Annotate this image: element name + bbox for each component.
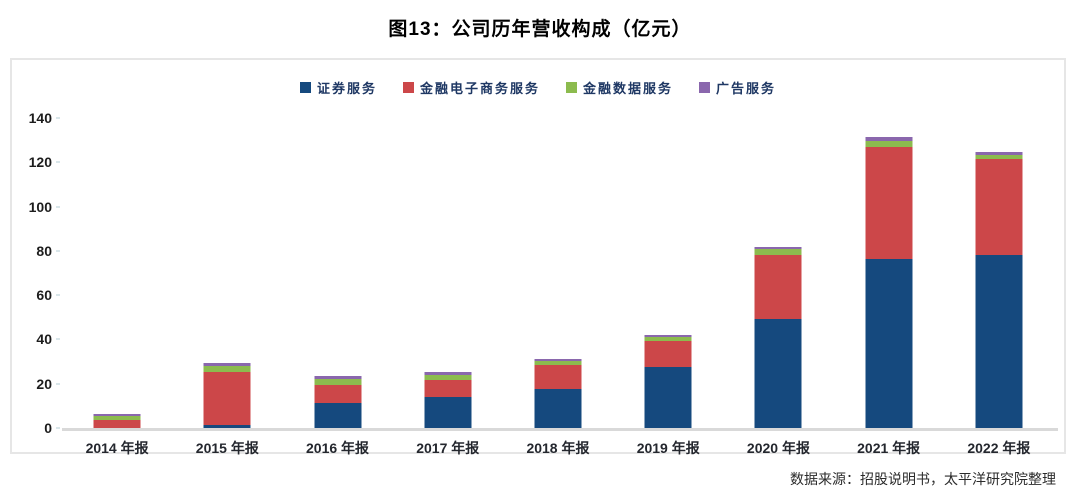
x-axis-category-label: 2020 年报 (746, 440, 810, 456)
bar-segment-data-services (93, 416, 141, 420)
bar-segment-ecommerce-services (93, 419, 141, 428)
x-axis-category-label: 2014 年报 (85, 440, 149, 456)
bar-segment-data-services (975, 154, 1023, 159)
bar-segment-ads-services (754, 246, 802, 250)
bar-segment-ads-services (534, 359, 582, 362)
bar-segment-ecommerce-services (314, 384, 362, 403)
bar-stack-2021 (865, 137, 913, 428)
legend-swatch-data-services (566, 82, 577, 93)
bar-stack-2017 (424, 372, 472, 428)
bar-segment-securities-services (754, 318, 802, 428)
bar-segment-ads-services (644, 334, 692, 338)
y-axis-tick-label: 100 (28, 198, 52, 215)
legend-item-ecommerce-services: 金融电子商务服务 (402, 78, 540, 97)
y-axis-tick-mark (56, 427, 60, 429)
chart-title: 图13：公司历年营收构成（亿元） (388, 19, 692, 40)
legend-item-ads-services: 广告服务 (699, 78, 776, 97)
bar-segment-securities-services (534, 389, 582, 428)
legend-item-securities-services: 证券服务 (299, 78, 377, 97)
y-axis-tick-label: 20 (36, 375, 52, 392)
bar-stack-2020 (754, 246, 802, 428)
bar-segment-securities-services (314, 402, 362, 428)
bar-segment-ecommerce-services (754, 255, 802, 319)
y-axis-tick-label: 60 (36, 287, 52, 304)
y-axis-tick-label: 120 (28, 154, 52, 171)
x-axis-category-label: 2019 年报 (636, 440, 700, 456)
legend-item-data-services: 金融数据服务 (566, 78, 673, 97)
y-axis-tick-mark (56, 382, 60, 385)
x-axis-category-label: 2022 年报 (967, 440, 1031, 456)
bar-slot-2020 (723, 60, 833, 428)
y-axis-tick-label: 140 (28, 110, 52, 126)
legend-label: 金融数据服务 (583, 81, 674, 96)
y-axis-tick-mark (56, 249, 60, 252)
bar-segment-ecommerce-services (424, 379, 472, 398)
bar-segment-data-services (754, 249, 802, 256)
bar-segment-securities-services (424, 397, 472, 428)
y-axis-tick-mark (56, 294, 60, 297)
bar-slot-2022 (944, 60, 1054, 428)
bar-segment-ads-services (314, 376, 362, 379)
legend-swatch-securities-services (299, 82, 311, 93)
y-axis-tick-mark (56, 161, 60, 164)
bar-segment-ecommerce-services (534, 365, 582, 390)
bar-stack-2016 (314, 376, 362, 428)
bar-segment-ads-services (93, 413, 141, 417)
bar-slot-2015 (172, 60, 282, 428)
legend-label: 证券服务 (316, 81, 377, 96)
bar-segment-securities-services (865, 258, 913, 428)
bar-segment-ads-services (424, 372, 472, 375)
bar-slot-2021 (834, 60, 944, 428)
bar-slot-2014 (62, 60, 172, 428)
y-axis-tick-mark (56, 205, 60, 208)
bar-segment-ads-services (203, 362, 251, 367)
bar-slot-2019 (613, 60, 723, 428)
legend-label: 金融电子商务服务 (419, 81, 540, 96)
bar-segment-data-services (534, 361, 582, 366)
legend-swatch-ads-services (699, 82, 711, 93)
bar-segment-securities-services (975, 254, 1023, 428)
bar-segment-data-services (644, 337, 692, 341)
data-source: 数据来源：招股说明书，太平洋研究院整理 (790, 471, 1056, 487)
y-axis-tick-mark (56, 117, 60, 119)
bar-stack-2018 (534, 359, 582, 428)
y-axis-tick-label: 80 (36, 242, 52, 259)
bar-segment-ads-services (975, 151, 1023, 155)
bar-slot-2016 (282, 60, 392, 428)
x-axis-category-label: 2021 年报 (857, 440, 921, 456)
bar-segment-data-services (203, 366, 251, 372)
bar-segment-ads-services (865, 137, 913, 141)
bar-stack-2019 (644, 334, 692, 428)
legend-swatch-ecommerce-services (402, 82, 414, 93)
bar-segment-ecommerce-services (975, 158, 1023, 255)
x-axis-category-label: 2016 年报 (306, 440, 370, 456)
legend: 证券服务 金融电子商务服务 金融数据服务 广告服务 (12, 78, 1064, 97)
x-axis-category-label: 2018 年报 (526, 440, 590, 456)
bar-slot-2018 (503, 60, 613, 428)
chart-frame: 证券服务 金融电子商务服务 金融数据服务 广告服务 0 20 40 60 80 100 120 14… (10, 58, 1066, 456)
bar-segment-securities-services (203, 424, 251, 428)
bar-stack-2014 (93, 413, 141, 428)
bar-segment-ecommerce-services (644, 340, 692, 367)
bar-stack-2022 (975, 151, 1023, 428)
y-axis-tick-mark (56, 338, 60, 341)
bar-slot-2017 (393, 60, 503, 428)
bar-segment-ecommerce-services (865, 147, 913, 259)
bar-segment-data-services (314, 378, 362, 385)
bar-segment-ecommerce-services (203, 371, 251, 425)
x-axis-category-label: 2017 年报 (416, 440, 480, 456)
bar-segment-data-services (424, 374, 472, 380)
x-axis-line (62, 428, 1058, 431)
legend-label: 广告服务 (716, 81, 777, 96)
bar-segment-data-services (865, 140, 913, 148)
x-axis-category-label: 2015 年报 (195, 440, 259, 456)
bar-stack-2015 (203, 362, 251, 428)
bar-segment-securities-services (644, 366, 692, 428)
y-axis-tick-label: 40 (36, 331, 52, 348)
y-axis-tick-label: 0 (44, 420, 52, 436)
